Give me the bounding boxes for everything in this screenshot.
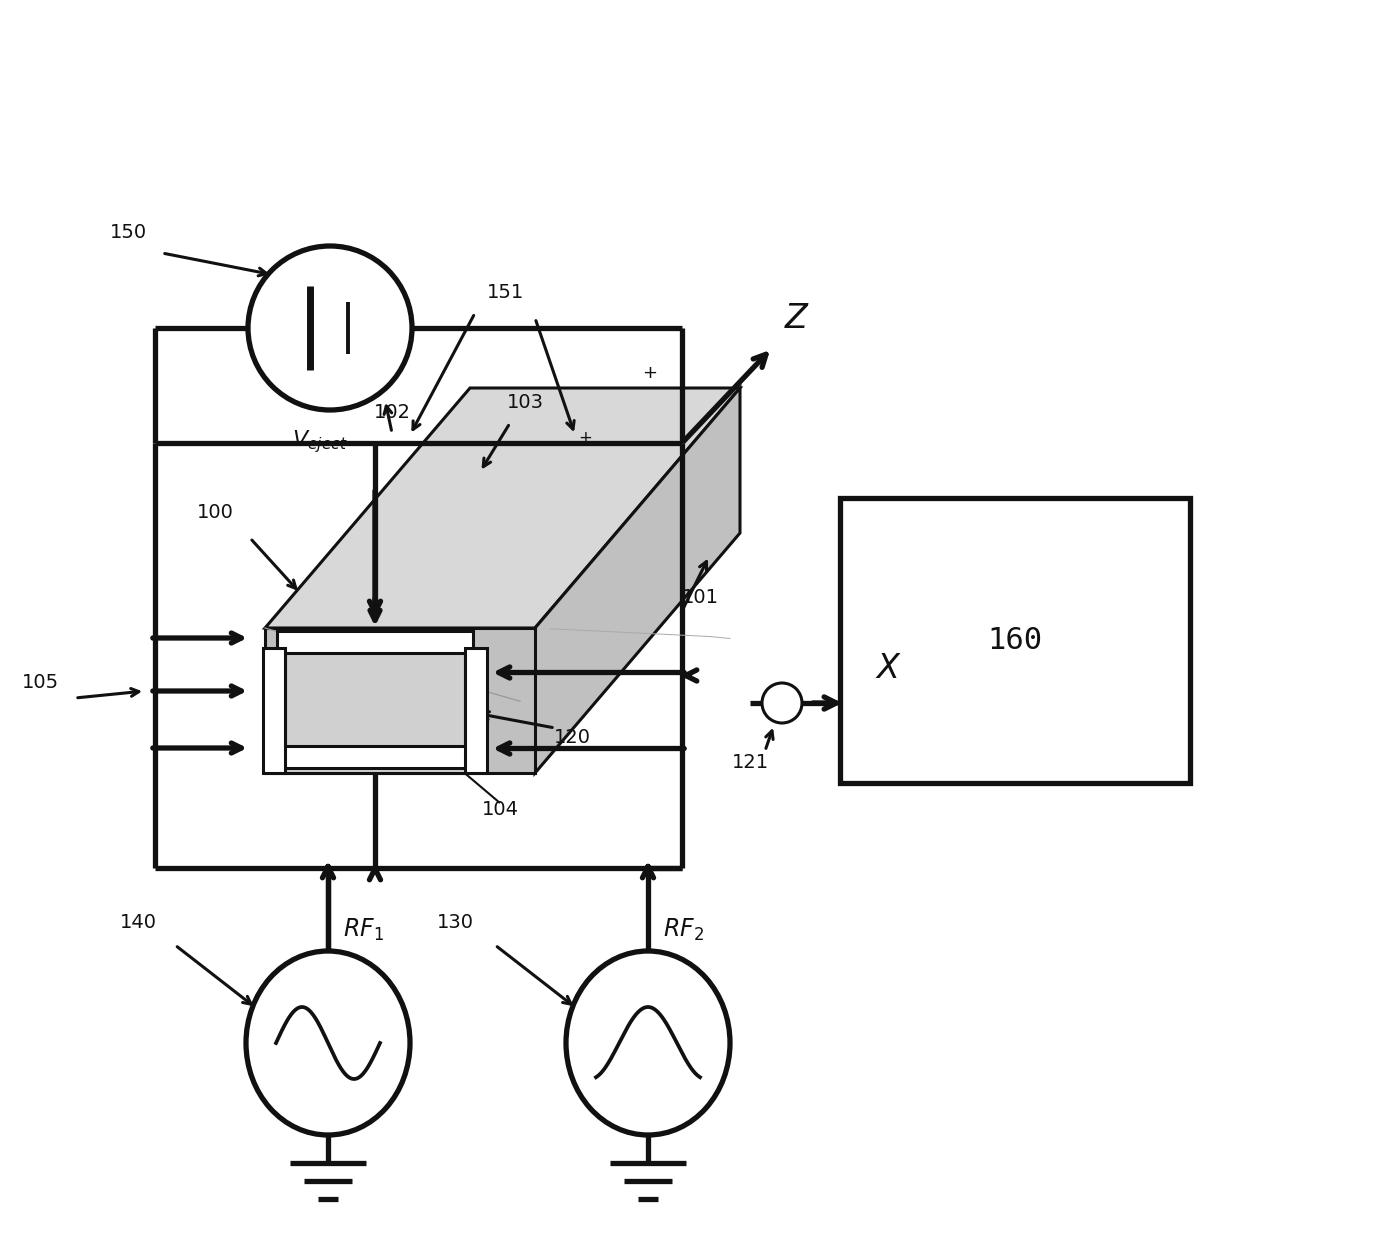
Text: $\mathit{Z}$: $\mathit{Z}$ <box>784 302 810 335</box>
Text: 151: 151 <box>486 283 523 302</box>
Text: 105: 105 <box>22 673 59 692</box>
Bar <box>277 746 474 768</box>
Text: 121: 121 <box>731 753 768 772</box>
Text: 130: 130 <box>437 913 474 932</box>
Polygon shape <box>264 388 739 628</box>
Text: 160: 160 <box>987 626 1042 655</box>
Text: $\mathit{RF}_1$: $\mathit{RF}_1$ <box>343 917 383 944</box>
Text: +: + <box>643 365 657 382</box>
Bar <box>263 648 285 773</box>
Text: $\mathit{X}$: $\mathit{X}$ <box>874 652 902 685</box>
Ellipse shape <box>566 951 730 1135</box>
Bar <box>465 648 487 773</box>
Circle shape <box>248 246 412 410</box>
Bar <box>285 648 465 773</box>
Text: 101: 101 <box>682 588 719 606</box>
Text: 102: 102 <box>373 403 410 422</box>
Polygon shape <box>264 628 536 773</box>
Ellipse shape <box>246 951 410 1135</box>
Circle shape <box>761 683 801 723</box>
Text: 120: 120 <box>554 728 591 747</box>
Text: 103: 103 <box>507 393 544 412</box>
Polygon shape <box>536 388 739 773</box>
Text: 140: 140 <box>120 913 157 932</box>
Text: 104: 104 <box>482 799 519 819</box>
Text: $V_\mathregular{eject}$: $V_\mathregular{eject}$ <box>292 429 348 455</box>
Text: +: + <box>578 429 592 447</box>
Bar <box>840 497 1190 783</box>
Text: 100: 100 <box>197 502 234 523</box>
Text: 150: 150 <box>109 223 146 242</box>
Text: $\mathit{RF}_2$: $\mathit{RF}_2$ <box>662 917 704 944</box>
Bar <box>277 632 474 653</box>
